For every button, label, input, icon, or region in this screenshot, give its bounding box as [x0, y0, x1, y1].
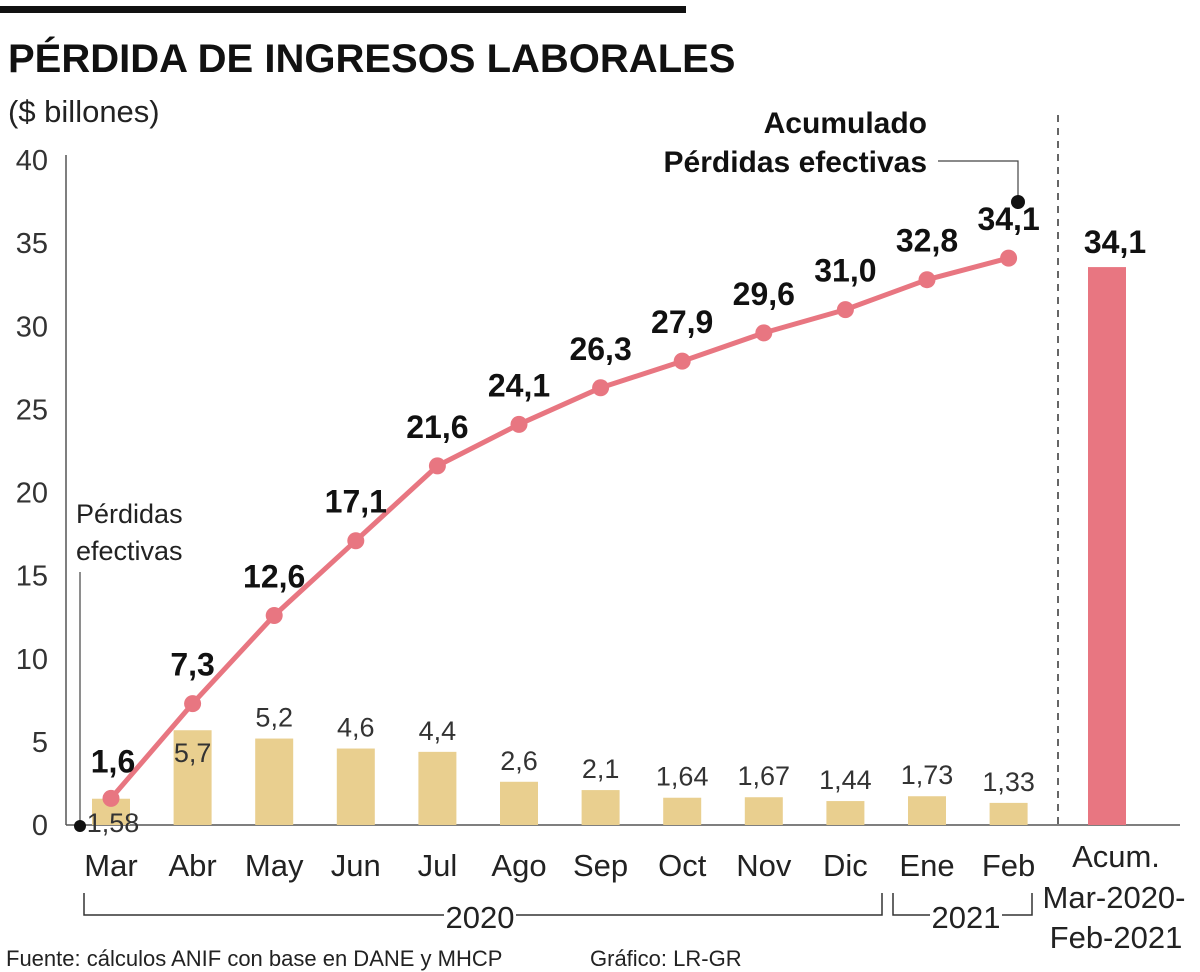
- x-tick-oct: Oct: [658, 848, 707, 883]
- bar-label-feb: 1,33: [982, 767, 1035, 797]
- x-tick-jun: Jun: [331, 848, 381, 883]
- bar-jun: [336, 748, 375, 825]
- bar-ene: [908, 796, 946, 825]
- total-bar-label: 34,1: [1084, 224, 1146, 260]
- bar-abr: [173, 730, 212, 825]
- total-category-line1: Acum.: [1072, 839, 1160, 874]
- bars-pérdidas-efectivas: [92, 730, 1028, 825]
- line-label-sep: 26,3: [569, 331, 631, 367]
- bar-label-may: 5,2: [255, 703, 293, 733]
- bar-label-oct: 1,64: [656, 762, 709, 792]
- bracket-2020-mask: [444, 902, 516, 928]
- y-tick-15: 15: [16, 561, 48, 593]
- line-acumulado: [109, 255, 1010, 801]
- line-points: [102, 249, 1018, 807]
- line-label-oct: 27,9: [651, 304, 713, 340]
- line-point-dic: [836, 301, 854, 319]
- bar-label-sep: 2,1: [582, 754, 620, 784]
- line-point-sep: [592, 379, 610, 397]
- line-note-line2: Pérdidas efectivas: [664, 146, 927, 179]
- line-point-jun: [347, 532, 365, 550]
- bracket-2021-mask: [930, 902, 1002, 928]
- bar-label-jul: 4,4: [419, 716, 457, 746]
- line-label-dic: 31,0: [814, 253, 876, 289]
- x-tick-sep: Sep: [573, 848, 628, 883]
- line-label-ago: 24,1: [488, 367, 550, 403]
- x-tick-nov: Nov: [736, 848, 792, 883]
- line-point-ago: [510, 415, 528, 433]
- bar-dic: [826, 801, 865, 825]
- line-point-nov: [755, 324, 773, 342]
- line-point-mar: [102, 789, 120, 807]
- x-tick-may: May: [245, 848, 304, 883]
- line-note-line1: Acumulado: [764, 107, 927, 140]
- footer-credit: Gráfico: LR-GR: [590, 946, 742, 971]
- x-tick-jul: Jul: [418, 848, 458, 883]
- line-label-nov: 29,6: [733, 276, 795, 312]
- year-label-2021: 2021: [932, 900, 1001, 935]
- line-point-jul: [428, 457, 446, 475]
- line-label-abr: 7,3: [170, 647, 214, 683]
- bar-label-ene: 1,73: [901, 760, 954, 790]
- x-tick-mar: Mar: [84, 848, 137, 883]
- bar-ago: [500, 781, 538, 825]
- footer-source: Fuente: cálculos ANIF con base en DANE y…: [6, 946, 502, 971]
- total-bar: [1088, 267, 1126, 825]
- y-tick-20: 20: [16, 478, 48, 510]
- line-label-ene: 32,8: [896, 223, 958, 259]
- y-tick-25: 25: [16, 394, 48, 426]
- y-tick-0: 0: [32, 810, 48, 842]
- bar-label-ago: 2,6: [500, 746, 538, 776]
- bar-label-nov: 1,67: [738, 761, 791, 791]
- y-ticks: 0 5 10 15 20 25 30 35 40: [16, 145, 48, 842]
- x-tick-feb: Feb: [982, 848, 1035, 883]
- bar-label-dic: 1,44: [819, 765, 872, 795]
- bar-label-mar: 1,58: [87, 808, 140, 838]
- line-point-ene: [918, 271, 936, 289]
- x-tick-ene: Ene: [899, 848, 954, 883]
- bar-feb: [989, 802, 1028, 825]
- bar-oct: [663, 797, 702, 825]
- y-tick-30: 30: [16, 311, 48, 343]
- chart-title: PÉRDIDA DE INGRESOS LABORALES: [8, 36, 735, 81]
- x-tick-labels: Mar Abr May Jun Jul Ago Sep Oct Nov Dic Ene Feb: [84, 848, 1035, 883]
- line-labels: 1,6 7,3 12,6 17,1 21,6 24,1 26,3 27,9 29,6 31,0 32…: [91, 201, 1040, 779]
- total-category-line3: Feb-2021: [1050, 920, 1183, 955]
- line-point-may: [265, 607, 283, 625]
- bar-note-line1: Pérdidas: [76, 499, 183, 529]
- y-tick-40: 40: [16, 145, 48, 177]
- line-label-may: 12,6: [243, 559, 305, 595]
- x-tick-abr: Abr: [168, 848, 216, 883]
- y-tick-5: 5: [32, 727, 48, 759]
- line-note-dot: [1011, 195, 1025, 209]
- bar-note-dot: [74, 820, 86, 832]
- y-tick-35: 35: [16, 228, 48, 260]
- bar-labels: 1,58 5,7 5,2 4,6 4,4 2,6 2,1 1,64 1,67 1,44 1,73 1,…: [87, 703, 1035, 838]
- y-tick-10: 10: [16, 644, 48, 676]
- line-label-jun: 17,1: [325, 484, 387, 520]
- chart-subtitle: ($ billones): [8, 94, 160, 129]
- line-point-oct: [673, 352, 691, 370]
- line-label-mar: 1,6: [91, 743, 135, 779]
- bar-label-jun: 4,6: [337, 713, 375, 743]
- total-category-line2: Mar-2020-: [1043, 880, 1186, 915]
- x-tick-ago: Ago: [491, 848, 546, 883]
- bar-label-abr: 5,7: [174, 738, 212, 768]
- x-tick-dic: Dic: [823, 848, 868, 883]
- bar-sep: [581, 790, 620, 825]
- bar-jul: [418, 751, 457, 825]
- line-label-feb: 34,1: [977, 201, 1039, 237]
- line-label-jul: 21,6: [406, 409, 468, 445]
- line-note-leader: [938, 160, 1019, 200]
- line-point-abr: [184, 695, 202, 713]
- bar-nov: [744, 797, 783, 825]
- top-rule: [0, 6, 686, 13]
- year-label-2020: 2020: [446, 900, 515, 935]
- bar-note-line2: efectivas: [76, 536, 183, 566]
- bar-may: [255, 738, 294, 825]
- line-point-feb: [1000, 249, 1018, 267]
